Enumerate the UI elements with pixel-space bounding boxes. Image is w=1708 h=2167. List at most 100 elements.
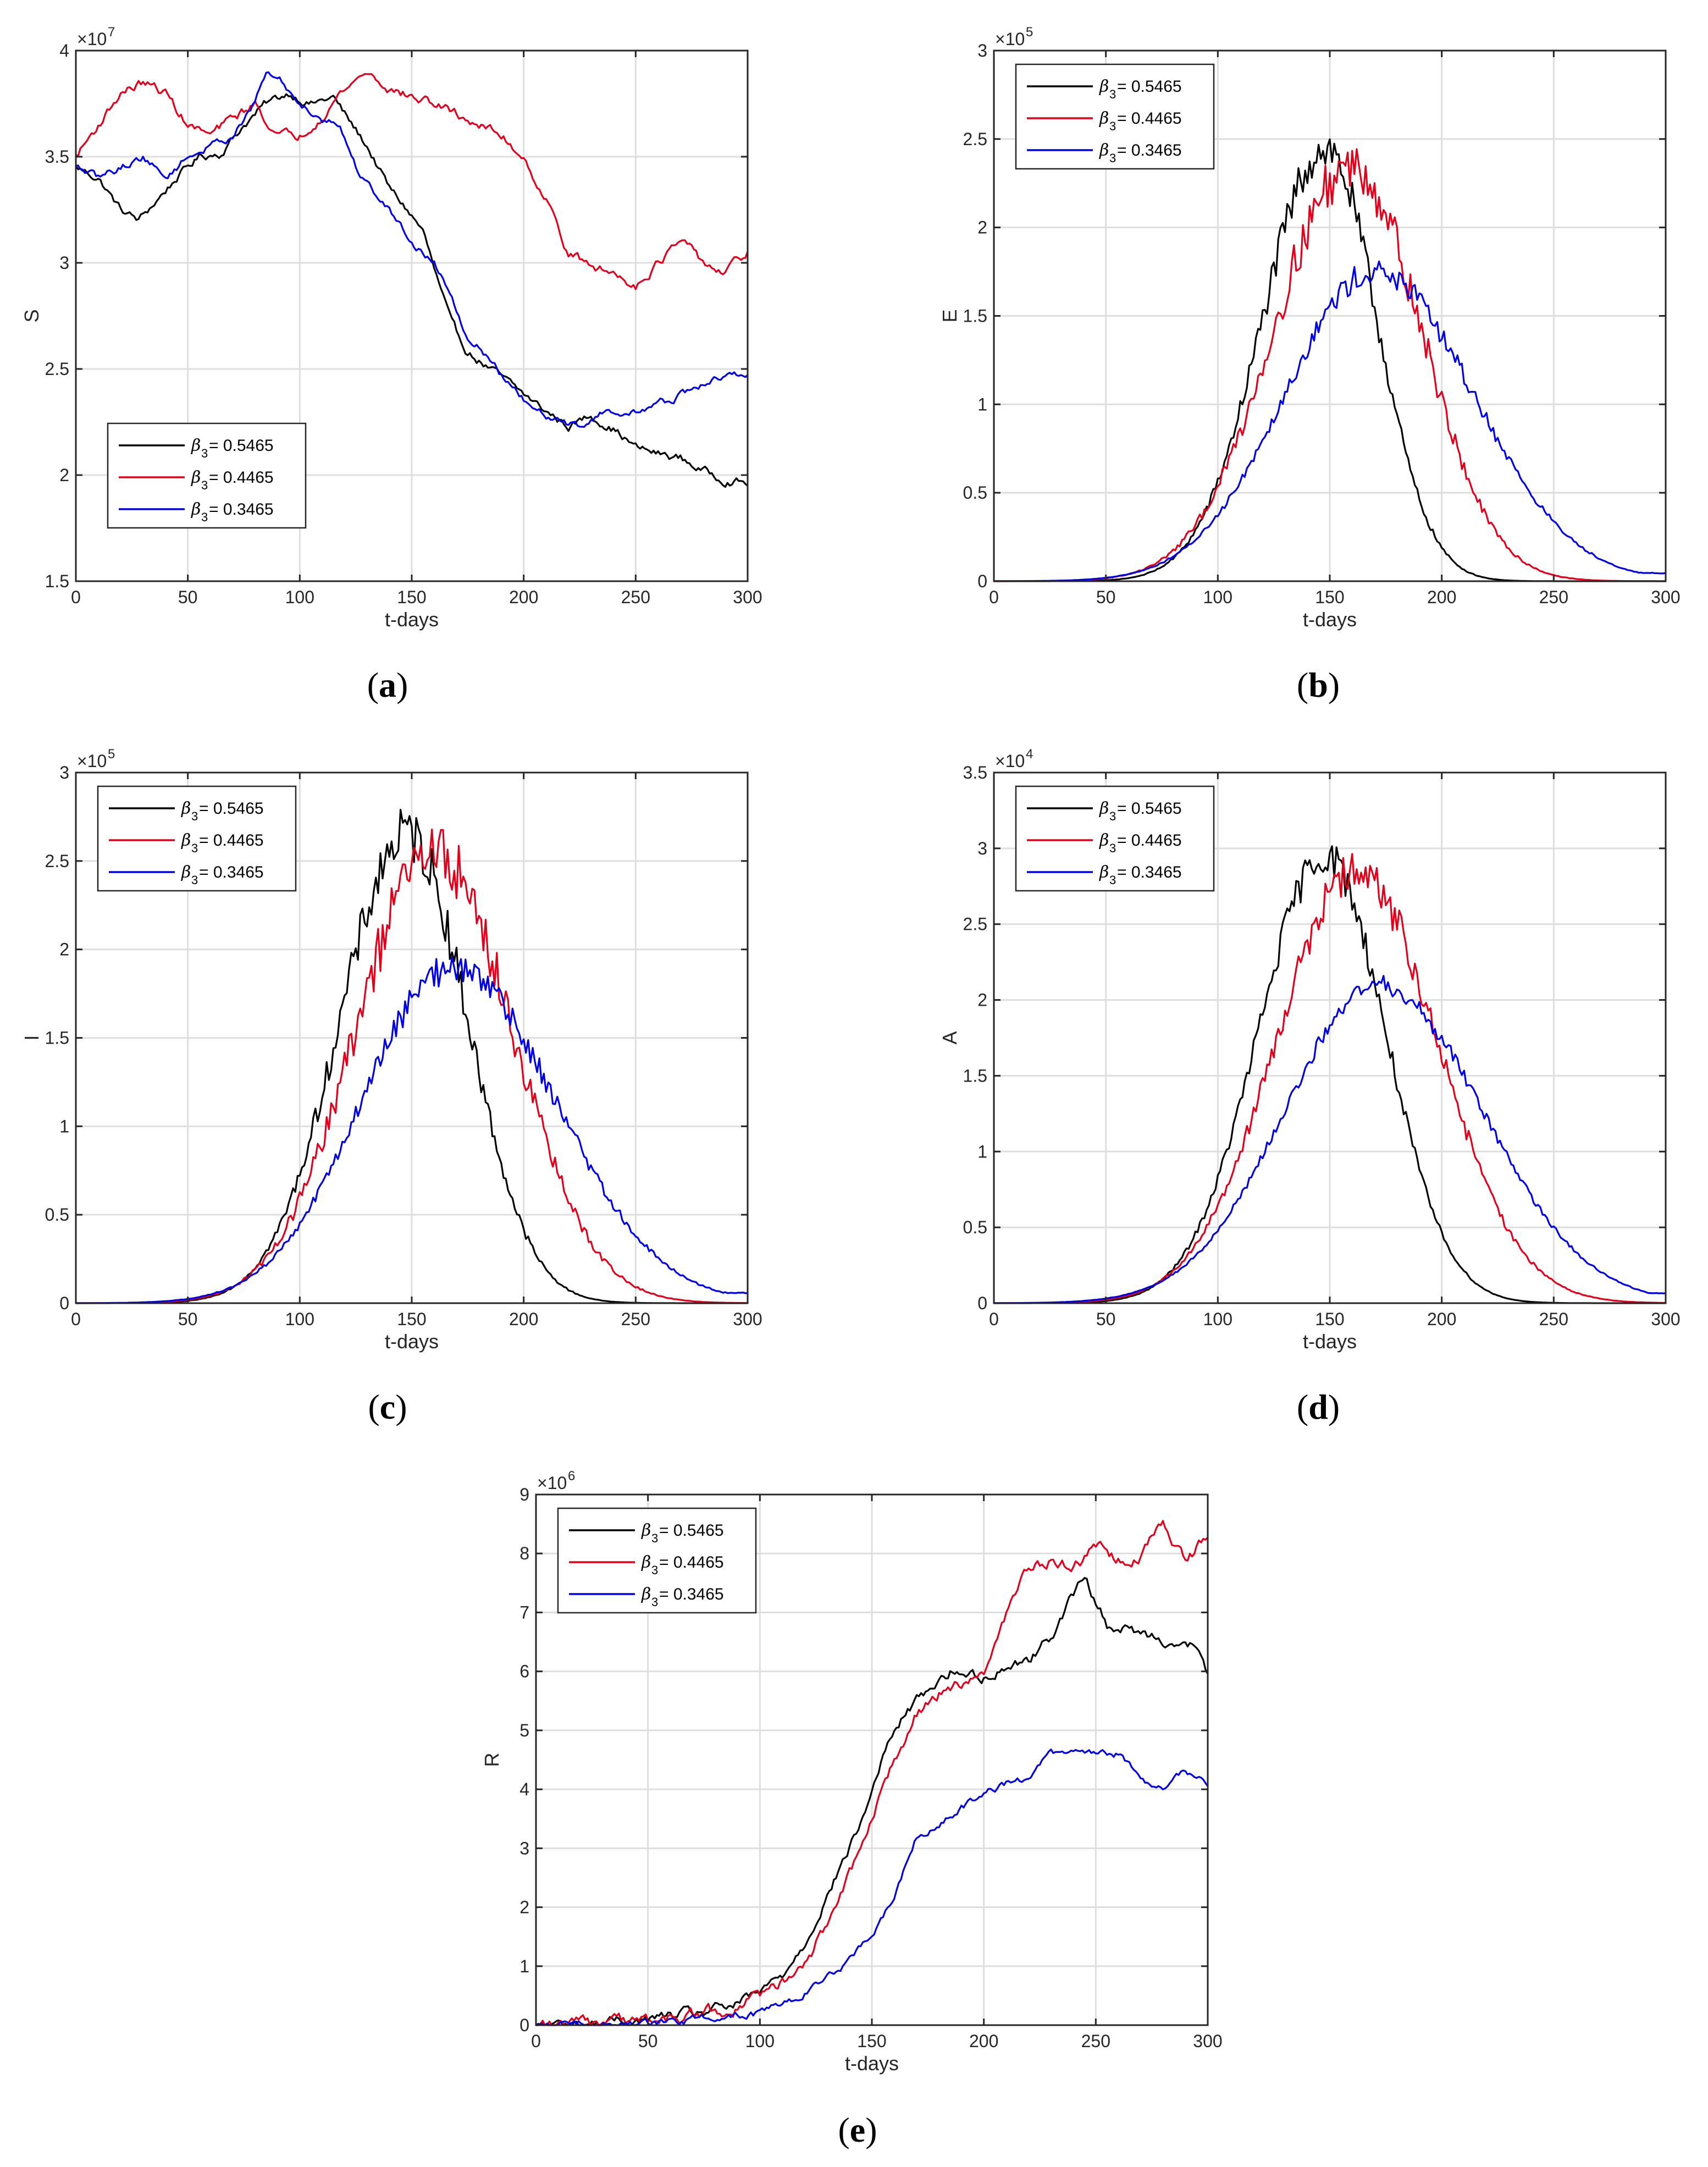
x-tick-label: 300 [733, 587, 762, 607]
y-axis-label: R [480, 1753, 503, 1767]
y-tick-label: 8 [519, 1543, 529, 1563]
y-axis-label: I [20, 1035, 43, 1040]
axis-exponent: ×10 [995, 29, 1025, 49]
legend-subscript: 3 [1109, 841, 1116, 855]
y-tick-label: 4 [519, 1779, 529, 1799]
legend-subscript: 3 [201, 446, 208, 460]
series-line-2 [75, 73, 749, 290]
legend-label-1: = 0.5465 [209, 437, 274, 455]
panel-caption: (b) [1297, 665, 1340, 704]
legend-beta: β [641, 1585, 651, 1604]
y-tick-label: 2.5 [45, 851, 69, 871]
y-tick-label: 2.5 [963, 914, 987, 934]
legend-beta: β [1099, 863, 1109, 882]
x-tick-label: 300 [1651, 587, 1680, 607]
legend-label-3: = 0.3465 [209, 500, 274, 519]
x-tick-label: 300 [1193, 2031, 1222, 2051]
legend-subscript: 3 [651, 1595, 658, 1609]
panel-caption: (d) [1297, 1387, 1340, 1426]
y-tick-label: 1.5 [963, 1066, 987, 1085]
legend-label-2: = 0.4465 [659, 1553, 724, 1572]
legend-label-3: = 0.3465 [659, 1585, 724, 1603]
x-tick-label: 150 [857, 2031, 886, 2051]
y-tick-label: 0 [977, 571, 987, 591]
legend-label-1: = 0.5465 [659, 1521, 724, 1540]
legend-subscript: 3 [651, 1563, 658, 1577]
legend-subscript: 3 [651, 1531, 658, 1545]
x-tick-label: 150 [1315, 1309, 1344, 1329]
axis-exponent-power: 7 [108, 25, 115, 40]
legend-beta: β [191, 436, 201, 455]
legend-subscript: 3 [191, 809, 198, 823]
legend-subscript: 3 [191, 873, 198, 887]
chart-panel-d: 0 50 100 150 200 250 300 0 0.5 1 1.5 2 2.5 3 3.5 ×10 4 t-… [938, 747, 1681, 1426]
y-tick-label: 4 [59, 41, 69, 60]
axis-exponent-power: 5 [1026, 25, 1033, 40]
x-tick-label: 150 [397, 587, 426, 607]
y-tick-label: 1 [519, 1956, 529, 1976]
y-axis-label: S [20, 309, 43, 322]
legend-subscript: 3 [201, 510, 208, 524]
legend-label-2: = 0.4465 [199, 831, 264, 850]
y-tick-label: 2 [977, 990, 987, 1010]
x-tick-label: 250 [621, 1309, 650, 1329]
y-tick-label: 0 [519, 2015, 529, 2035]
y-tick-label: 2 [519, 1898, 529, 1917]
legend-label-1: = 0.5465 [1117, 799, 1182, 818]
x-tick-label: 50 [178, 1309, 198, 1329]
x-tick-label: 100 [285, 587, 314, 607]
y-tick-label: 3.5 [963, 763, 987, 782]
x-axis-label: t-days [385, 608, 439, 631]
y-tick-label: 3 [977, 41, 987, 60]
series-line-3 [75, 71, 749, 428]
y-tick-label: 3 [519, 1838, 529, 1858]
x-tick-label: 200 [509, 587, 538, 607]
axis-exponent-power: 4 [1026, 747, 1033, 762]
x-tick-label: 100 [1203, 1309, 1232, 1329]
legend-beta: β [181, 863, 191, 882]
x-tick-label: 300 [1651, 1309, 1680, 1329]
legend-subscript: 3 [201, 478, 208, 492]
y-axis-label: E [938, 309, 961, 322]
y-tick-label: 1.5 [45, 571, 69, 591]
x-tick-label: 200 [1427, 1309, 1456, 1329]
legend-subscript: 3 [1109, 87, 1116, 101]
legend-box [1015, 63, 1215, 170]
x-tick-label: 0 [71, 1309, 81, 1329]
legend-beta: β [181, 799, 191, 818]
x-tick-label: 200 [1427, 587, 1456, 607]
axis-exponent: ×10 [77, 751, 107, 771]
y-tick-label: 1.5 [963, 306, 987, 326]
legend-subscript: 3 [1109, 119, 1116, 133]
x-tick-label: 50 [1096, 587, 1116, 607]
x-axis-label: t-days [845, 2052, 899, 2075]
x-tick-label: 50 [1096, 1309, 1116, 1329]
y-tick-label: 3 [977, 839, 987, 858]
axis-exponent-power: 6 [568, 1469, 575, 1484]
y-tick-label: 9 [519, 1485, 529, 1504]
y-tick-label: 2.5 [963, 129, 987, 149]
x-tick-label: 250 [1539, 1309, 1568, 1329]
y-tick-label: 1 [977, 394, 987, 414]
legend-label-1: = 0.5465 [1117, 78, 1182, 96]
x-axis-label: t-days [1303, 608, 1357, 631]
legend-subscript: 3 [1109, 809, 1116, 823]
x-tick-label: 100 [1203, 587, 1232, 607]
legend-beta: β [1099, 799, 1109, 818]
legend-beta: β [191, 500, 201, 519]
y-tick-label: 0.5 [963, 483, 987, 503]
chart-panel-c: 0 50 100 150 200 250 300 0 0.5 1 1.5 2 2.5 3 ×10 5 t-day… [20, 747, 762, 1426]
axis-exponent: ×10 [537, 1473, 567, 1493]
y-tick-label: 3.5 [45, 147, 69, 167]
legend-beta: β [641, 1521, 651, 1540]
y-axis-label: A [938, 1031, 961, 1044]
legend-box [1015, 785, 1215, 892]
x-tick-label: 150 [397, 1309, 426, 1329]
y-tick-label: 2 [977, 218, 987, 238]
panel-caption: (e) [838, 2110, 877, 2149]
y-tick-label: 6 [519, 1662, 529, 1681]
